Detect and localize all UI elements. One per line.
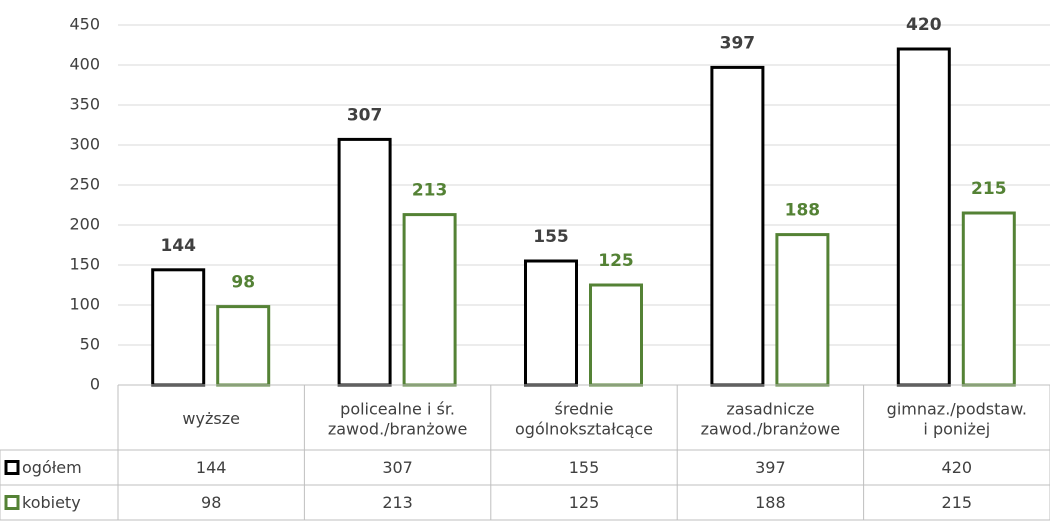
bar: [337, 137, 392, 387]
table-cell: 213: [382, 493, 413, 512]
y-tick-label: 400: [69, 55, 100, 74]
data-label: 215: [971, 179, 1007, 199]
legend-label: kobiety: [22, 493, 81, 512]
table-cell: 420: [942, 458, 973, 477]
data-label: 188: [785, 201, 821, 221]
data-label: 420: [906, 15, 942, 35]
bar: [961, 211, 1016, 387]
table-cell: 144: [196, 458, 227, 477]
y-tick-label: 50: [80, 335, 100, 354]
bar: [896, 47, 951, 387]
data-label: 397: [720, 33, 756, 53]
y-tick-label: 0: [90, 375, 100, 394]
x-tick-label: średnie ogólnokształcące: [515, 399, 653, 438]
table-cell: 98: [201, 493, 221, 512]
bar: [589, 283, 643, 387]
y-tick-label: 200: [69, 215, 100, 234]
bar: [402, 213, 457, 387]
legend-key: [4, 460, 20, 475]
x-tick-label: gimnaz./podstaw. i poniżej: [887, 399, 1027, 438]
legend-key: [4, 495, 20, 510]
y-tick-label: 100: [69, 295, 100, 314]
table-cell: 155: [569, 458, 600, 477]
data-label: 155: [533, 227, 569, 247]
data-label: 125: [598, 251, 634, 271]
data-label: 98: [231, 273, 255, 293]
y-tick-label: 350: [69, 95, 100, 114]
table-cell: 215: [942, 493, 973, 512]
y-tick-label: 250: [69, 175, 100, 194]
table-cell: 397: [755, 458, 786, 477]
x-tick-label: wyższe: [182, 409, 240, 428]
data-label: 144: [160, 236, 196, 256]
legend-label: ogółem: [22, 458, 82, 477]
y-tick-label: 450: [69, 15, 100, 34]
x-tick-label: zasadnicze zawod./branżowe: [701, 399, 841, 438]
table-cell: 188: [755, 493, 786, 512]
bar: [151, 268, 206, 387]
table-cell: 125: [569, 493, 600, 512]
y-tick-label: 150: [69, 255, 100, 274]
table-cell: 307: [382, 458, 413, 477]
bar: [710, 65, 765, 387]
data-label: 213: [412, 181, 448, 201]
data-label: 307: [347, 105, 383, 125]
bar: [775, 233, 830, 387]
bar: [524, 259, 578, 387]
bar: [216, 305, 271, 387]
x-tick-label: policealne i śr. zawod./branżowe: [328, 399, 468, 438]
y-tick-label: 300: [69, 135, 100, 154]
